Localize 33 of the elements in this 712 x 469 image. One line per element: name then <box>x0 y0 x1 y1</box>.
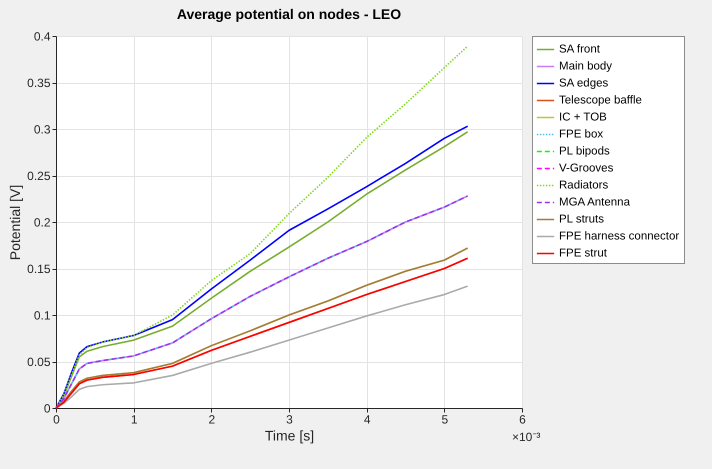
y-tick-label: 0 <box>44 402 51 416</box>
y-tick-label: 0.25 <box>27 169 51 183</box>
x-tick-label: 3 <box>286 412 294 426</box>
x-tick-label: 1 <box>130 412 138 426</box>
y-tick-label: 0.1 <box>34 308 51 322</box>
legend-label: Main body <box>559 60 612 72</box>
legend-label: FPE strut <box>559 248 608 260</box>
legend-label: Radiators <box>559 180 608 192</box>
legend-label: PL struts <box>559 214 604 226</box>
legend-label: PL bipods <box>559 146 610 158</box>
y-tick-label: 0.35 <box>27 76 51 90</box>
y-tick-label: 0.4 <box>34 30 51 44</box>
x-axis-title: Time [s] <box>264 428 314 444</box>
legend-label: MGA Antenna <box>559 196 631 208</box>
x-tick-label: 6 <box>519 412 526 426</box>
legend-label: V-Grooves <box>559 162 614 174</box>
legend-label: SA front <box>559 44 601 56</box>
y-tick-label: 0.15 <box>27 262 51 276</box>
legend-label: FPE box <box>559 128 604 140</box>
chart-title: Average potential on nodes - LEO <box>176 6 402 22</box>
y-tick-label: 0.3 <box>34 122 51 136</box>
y-tick-label: 0.05 <box>27 355 51 369</box>
legend-label: IC + TOB <box>559 112 608 124</box>
x-tick-label: 2 <box>208 412 216 426</box>
y-axis-title: Potential [V] <box>7 184 24 260</box>
legend-label: Telescope baffle <box>559 94 642 106</box>
x-tick-label: 0 <box>53 412 60 426</box>
x-tick-label: 4 <box>364 412 371 426</box>
legend-label: SA edges <box>559 78 608 90</box>
text: ×10⁻³ <box>512 430 540 444</box>
y-tick-label: 0.2 <box>34 216 51 230</box>
legend-label: FPE harness connector <box>559 230 680 242</box>
x-tick-label: 5 <box>441 412 448 426</box>
